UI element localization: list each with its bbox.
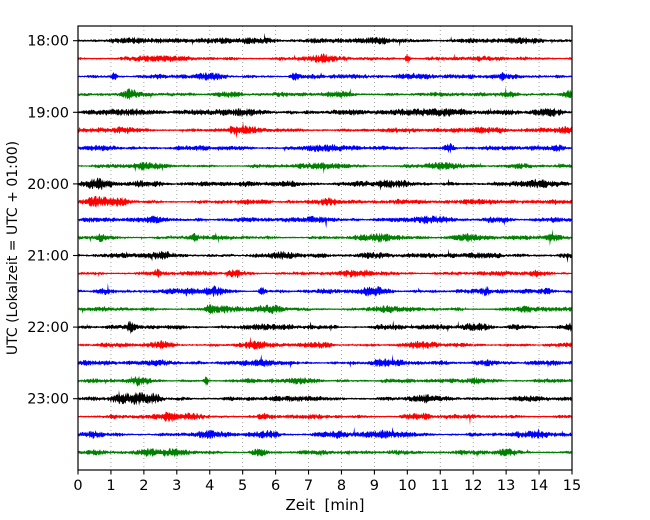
seismogram-trace-23:45 [78,447,572,458]
y-axis-ticks: 18:00 19:00 20:00 21:00 22:00 23:00 [27,34,78,408]
seismogram-trace-19:15 [78,121,572,139]
y-tick-label: 23:00 [27,392,69,408]
seismogram-trace-21:00 [78,248,572,264]
x-tick-label: 8 [337,478,346,494]
seismogram-trace-20:45 [78,229,572,247]
seismogram-trace-22:00 [78,320,572,335]
x-tick-label: 15 [563,478,581,494]
x-tick-label: 10 [398,478,416,494]
x-tick-label: 9 [370,478,379,494]
seismogram-trace-23:15 [78,411,572,426]
y-axis-label: UTC (Lokalzeit = UTC + 01:00) [5,141,21,355]
seismogram-trace-21:30 [78,282,572,298]
seismogram-trace-20:30 [78,215,572,229]
x-tick-label: 12 [464,478,482,494]
x-tick-label: 14 [530,478,548,494]
x-tick-label: 0 [73,478,82,494]
x-tick-label: 7 [304,478,313,494]
seismogram-trace-21:15 [78,268,572,279]
seismogram-trace-18:45 [78,86,572,101]
y-tick-label: 18:00 [27,34,69,50]
x-tick-label: 11 [431,478,449,494]
x-tick-label: 3 [172,478,181,494]
x-tick-label: 5 [238,478,247,494]
seismogram-trace-22:30 [78,354,572,369]
seismogram-trace-21:45 [78,303,572,315]
x-tick-label: 1 [106,478,115,494]
seismogram-trace-23:30 [78,426,572,440]
seismogram-trace-18:00 [78,32,572,47]
y-tick-label: 22:00 [27,320,69,336]
y-tick-label: 21:00 [27,249,69,265]
gridlines [110,26,540,470]
seismogram-trace-23:00 [78,390,572,406]
seismogram-trace-19:45 [78,161,572,175]
y-tick-label: 19:00 [27,105,69,121]
seismogram-trace-19:00 [78,107,572,118]
seismogram-trace-20:00 [78,177,572,191]
y-tick-label: 20:00 [27,177,69,193]
plot-border [77,25,573,471]
x-tick-label: 2 [139,478,148,494]
seismogram-trace-22:15 [78,336,572,351]
x-tick-label: 6 [271,478,280,494]
seismogram-trace-19:30 [78,142,572,154]
seismogram-trace-22:45 [78,375,572,387]
x-axis-ticks: 0 1 2 3 4 5 6 7 8 9 10 11 12 13 14 15 [73,470,581,494]
x-tick-label: 13 [497,478,515,494]
seismogram-trace-20:15 [78,195,572,208]
x-tick-label: 4 [205,478,214,494]
x-axis-label: Zeit [min] [285,496,364,514]
seismogram-trace-18:15 [78,53,572,64]
seismogram-trace-18:30 [78,71,572,82]
seismogram-traces [78,32,572,458]
